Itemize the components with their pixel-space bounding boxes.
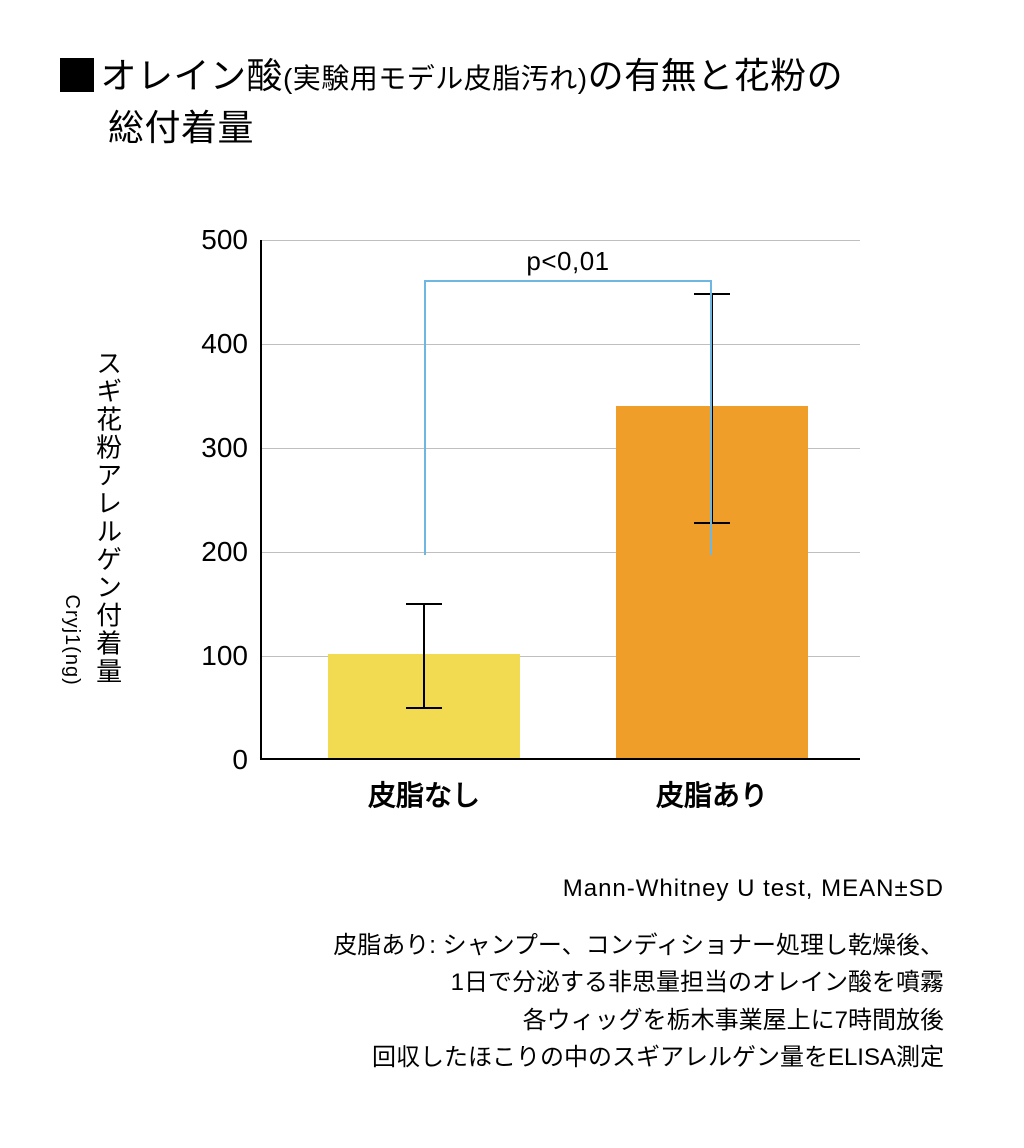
error-bar: [423, 604, 425, 708]
title-paren: (実験用モデル皮脂汚れ): [283, 63, 588, 94]
chart-title: オレイン酸(実験用モデル皮脂汚れ)の有無と花粉の 総付着量: [60, 50, 964, 154]
plot-area: 0100200300400500皮脂なし皮脂ありp<0,01: [260, 240, 860, 760]
x-category-label: 皮脂なし: [368, 758, 480, 814]
title-line2: 総付着量: [108, 107, 254, 148]
y-tick-label: 400: [192, 328, 262, 360]
y-axis-label-jp: スギ花粉アレルゲン付着量: [91, 350, 122, 686]
error-cap: [406, 603, 442, 605]
significance-label: p<0,01: [526, 246, 609, 277]
y-axis-label-en: Cryj1(ng): [60, 594, 83, 685]
grid-line: [262, 240, 860, 241]
title-marker-icon: [60, 58, 94, 92]
title-part2: の有無と花粉の: [588, 55, 844, 96]
title-part1: オレイン酸: [100, 55, 283, 96]
footnote-line: 1日で分泌する非思量担当のオレイン酸を噴霧: [60, 964, 944, 1001]
footnote-line: 皮脂あり: シャンプー、コンディショナー処理し乾燥後、: [60, 927, 944, 964]
title-text: オレイン酸(実験用モデル皮脂汚れ)の有無と花粉の 総付着量: [60, 55, 843, 148]
significance-bracket: [424, 280, 712, 555]
footnote-line: 各ウィッグを栃木事業屋上に7時間放後: [60, 1002, 944, 1039]
y-tick-label: 0: [192, 744, 262, 776]
bar-chart: Cryj1(ng) スギ花粉アレルゲン付着量 0100200300400500皮…: [120, 230, 880, 810]
error-cap: [406, 707, 442, 709]
stat-test-note: Mann-Whitney U test, MEAN±SD: [60, 870, 944, 907]
x-category-label: 皮脂あり: [656, 758, 768, 814]
footnotes: Mann-Whitney U test, MEAN±SD 皮脂あり: シャンプー…: [60, 870, 944, 1076]
footnote-line: 回収したほこりの中のスギアレルゲン量をELISA測定: [60, 1039, 944, 1076]
y-tick-label: 500: [192, 224, 262, 256]
y-tick-label: 100: [192, 640, 262, 672]
y-axis-label: Cryj1(ng) スギ花粉アレルゲン付着量: [60, 350, 123, 691]
y-tick-label: 300: [192, 432, 262, 464]
y-tick-label: 200: [192, 536, 262, 568]
